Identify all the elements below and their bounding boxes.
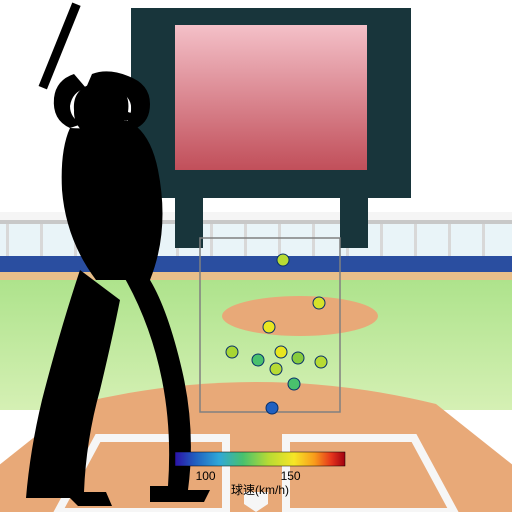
pitch-marker [315,356,327,368]
colorbar-tick: 150 [281,469,301,483]
chart-svg: 100 150球速(km/h) [0,0,512,512]
pitch-marker [266,402,278,414]
pitch-marker [263,321,275,333]
colorbar-label: 球速(km/h) [231,483,289,497]
pitch-marker [288,378,300,390]
pitch-marker [275,346,287,358]
pitch-marker [226,346,238,358]
pitch-marker [252,354,264,366]
pitch-marker [292,352,304,364]
pitch-marker [277,254,289,266]
colorbar [175,452,345,466]
pitch-marker [313,297,325,309]
pitch-marker [270,363,282,375]
pitch-location-chart: 100 150球速(km/h) [0,0,512,512]
colorbar-tick: 100 [196,469,216,483]
